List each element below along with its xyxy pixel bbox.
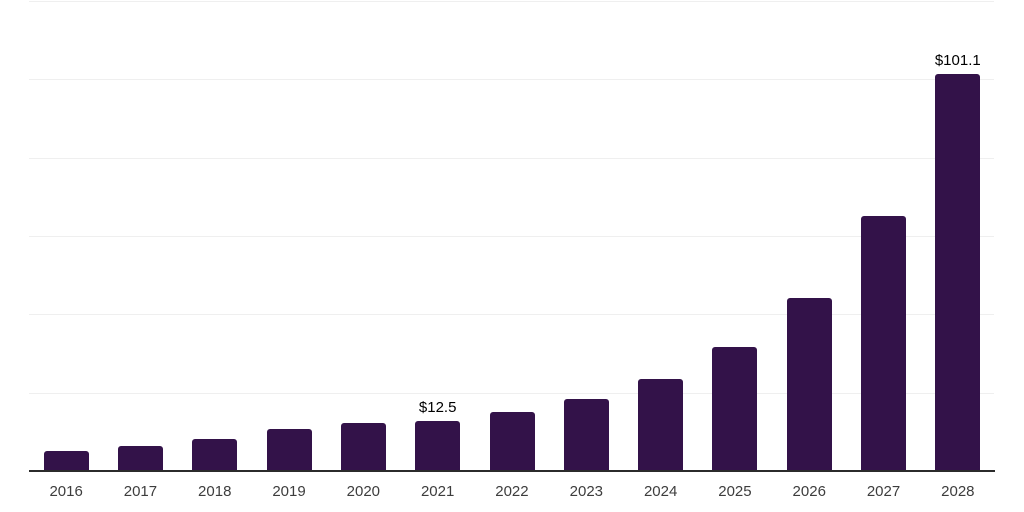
x-tick-label-2020: 2020	[346, 483, 381, 500]
x-tick-label-2022: 2022	[495, 483, 529, 500]
bar-2018	[192, 439, 238, 470]
gridline-y100	[29, 79, 994, 80]
bar-2026	[786, 298, 832, 470]
x-tick-label-2027: 2027	[866, 483, 901, 500]
bar-2020	[340, 422, 386, 470]
x-tick-label-2021: 2021	[420, 483, 455, 500]
bar-2027	[861, 215, 906, 470]
x-tick-label-2024: 2024	[643, 483, 678, 500]
bar-2024	[638, 379, 684, 470]
bar-2016	[43, 450, 89, 470]
x-axis-line	[29, 470, 995, 472]
x-tick-label-2025: 2025	[718, 483, 752, 500]
value-label-2028: $101.1	[934, 52, 981, 69]
bar-2025	[712, 347, 758, 470]
bar-2023	[563, 399, 609, 470]
x-tick-label-2016: 2016	[49, 483, 83, 500]
bar-2021	[415, 421, 461, 470]
x-tick-label-2018: 2018	[198, 483, 232, 500]
x-tick-label-2019: 2019	[272, 483, 306, 500]
x-tick-label-2023: 2023	[569, 483, 604, 500]
x-tick-label-2026: 2026	[792, 483, 826, 500]
gridline-y60	[29, 236, 994, 237]
gridline-y120	[29, 1, 994, 2]
gridline-y40	[29, 314, 994, 315]
gridline-y80	[29, 158, 994, 159]
x-tick-label-2017: 2017	[123, 483, 158, 500]
bar-2019	[266, 428, 312, 470]
x-tick-label-2028: 2028	[941, 483, 975, 500]
gridline-y20	[29, 393, 994, 394]
bar-2017	[118, 446, 163, 470]
value-label-2021: $12.5	[418, 399, 457, 416]
bar-2028	[935, 74, 981, 470]
bar-2022	[489, 412, 535, 470]
